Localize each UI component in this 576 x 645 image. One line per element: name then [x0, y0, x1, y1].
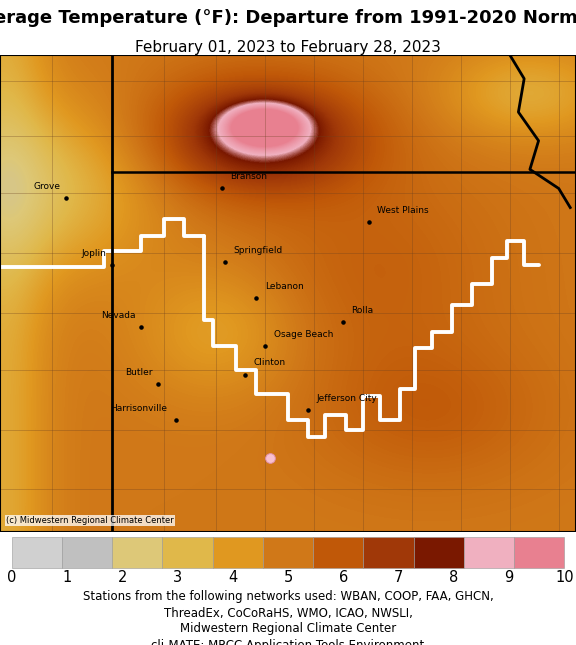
Text: 8: 8 — [449, 570, 458, 585]
Text: West Plains: West Plains — [377, 206, 429, 215]
Text: (c) Midwestern Regional Climate Center: (c) Midwestern Regional Climate Center — [6, 516, 173, 525]
Text: 4: 4 — [228, 570, 237, 585]
Bar — [514, 537, 564, 568]
Text: Osage Beach: Osage Beach — [274, 330, 333, 339]
Text: February 01, 2023 to February 28, 2023: February 01, 2023 to February 28, 2023 — [135, 39, 441, 55]
Text: 9: 9 — [505, 570, 514, 585]
Bar — [464, 537, 514, 568]
Bar — [414, 537, 464, 568]
Text: Butler: Butler — [125, 368, 153, 377]
Bar — [12, 537, 62, 568]
Text: 3: 3 — [173, 570, 182, 585]
Text: Average Temperature (°F): Departure from 1991-2020 Normals: Average Temperature (°F): Departure from… — [0, 8, 576, 26]
Text: Rolla: Rolla — [351, 306, 373, 315]
Bar — [162, 537, 213, 568]
Text: Harrisonville: Harrisonville — [110, 404, 167, 413]
Text: Springfield: Springfield — [233, 246, 283, 255]
Text: Stations from the following networks used: WBAN, COOP, FAA, GHCN,
ThreadEx, CoCo: Stations from the following networks use… — [82, 590, 494, 620]
Bar — [363, 537, 414, 568]
Bar — [112, 537, 162, 568]
Text: Branson: Branson — [230, 172, 267, 181]
Text: 7: 7 — [394, 570, 403, 585]
Text: Lebanon: Lebanon — [265, 282, 304, 291]
Text: Joplin: Joplin — [82, 249, 107, 257]
Text: Nevada: Nevada — [101, 311, 135, 320]
Bar — [62, 537, 112, 568]
Text: 6: 6 — [339, 570, 348, 585]
Text: 10: 10 — [555, 570, 574, 585]
Text: 2: 2 — [118, 570, 127, 585]
Text: 5: 5 — [283, 570, 293, 585]
Bar — [313, 537, 363, 568]
Bar — [213, 537, 263, 568]
Bar — [263, 537, 313, 568]
Text: Midwestern Regional Climate Center
cli-MATE: MRCC Application Tools Environment
: Midwestern Regional Climate Center cli-M… — [151, 622, 425, 645]
Text: 0: 0 — [7, 570, 16, 585]
Text: Jefferson City: Jefferson City — [317, 394, 377, 403]
Text: Grove: Grove — [33, 182, 60, 191]
Text: Clinton: Clinton — [253, 359, 286, 368]
Text: 1: 1 — [62, 570, 71, 585]
